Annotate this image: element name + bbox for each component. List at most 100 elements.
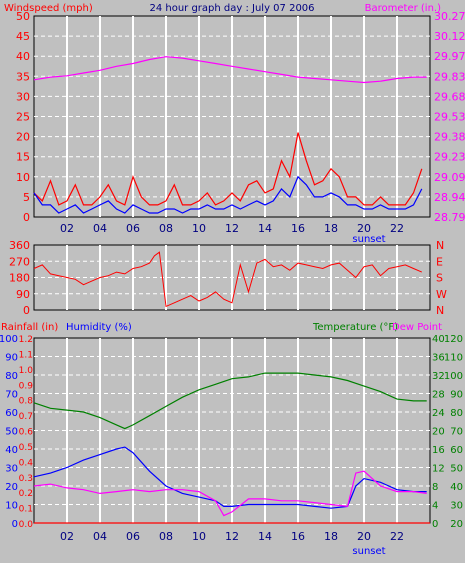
windspeed-tick-30: 30	[16, 90, 30, 103]
windspeed-tick-10: 10	[16, 171, 30, 184]
rain-tick-5: 0.5	[19, 443, 33, 453]
top-x-tick-20: 20	[357, 222, 371, 235]
top-x-tick-04: 04	[93, 222, 107, 235]
compass-tick-2: S	[436, 272, 443, 285]
windspeed-tick-25: 25	[16, 111, 30, 124]
compass-tick-3: E	[436, 255, 443, 268]
direction-panel-grid	[33, 244, 431, 311]
windspeed-tick-15: 15	[16, 151, 30, 164]
bottom-x-tick-06: 06	[126, 530, 140, 543]
temp-tick-a-8: 8	[432, 482, 438, 493]
barometer-tick-6: 29.68	[434, 90, 465, 103]
rain-tick-3: 0.3	[19, 474, 33, 484]
bottom-x-tick-18: 18	[324, 530, 338, 543]
direction-series-0-line	[33, 251, 422, 308]
temp-tick-b-30: 30	[450, 501, 463, 512]
humidity-tick-40: 40	[5, 445, 18, 456]
bottom-x-tick-22: 22	[390, 530, 404, 543]
rain-tick-9: 0.9	[19, 381, 34, 391]
top-x-tick-14: 14	[258, 222, 272, 235]
windspeed-tick-0: 0	[23, 211, 30, 224]
humidity-tick-0: 0	[12, 519, 18, 530]
rain-tick-1: 0.1	[19, 505, 33, 515]
humidity-tick-20: 20	[5, 482, 18, 493]
barometer-tick-1: 28.94	[434, 191, 465, 204]
direction-tick-360: 360	[9, 239, 30, 252]
barometer-tick-0: 28.79	[434, 211, 465, 224]
top-x-tick-12: 12	[225, 222, 239, 235]
temp-tick-a-28: 28	[432, 390, 445, 401]
rain-tick-11: 1.1	[19, 350, 33, 360]
humidity-tick-50: 50	[5, 427, 18, 438]
sunset-label-top: sunset	[352, 234, 385, 245]
temp-tick-b-110: 110	[444, 353, 463, 364]
humidity-tick-90: 90	[5, 353, 18, 364]
temp-tick-a-4: 4	[432, 501, 438, 512]
bottom-panel-axes: 01020304050607080901000.00.10.20.30.40.5…	[0, 334, 463, 543]
bottom-x-tick-08: 08	[159, 530, 173, 543]
bottom-x-tick-04: 04	[93, 530, 107, 543]
temp-tick-b-90: 90	[450, 390, 463, 401]
windspeed-axis-label: Windspeed (mph)	[4, 3, 93, 14]
barometer-tick-7: 29.83	[434, 70, 465, 83]
temp-tick-a-24: 24	[432, 408, 445, 419]
top-x-tick-08: 08	[159, 222, 173, 235]
rain-tick-10: 1.0	[19, 366, 34, 376]
compass-tick-0: N	[436, 304, 444, 317]
humidity-tick-100: 100	[0, 334, 18, 345]
top-panel-grid	[33, 15, 431, 218]
temp-tick-b-70: 70	[450, 427, 463, 438]
direction-panel-series	[33, 251, 422, 308]
top-panel-series	[33, 56, 427, 214]
barometer-tick-3: 29.23	[434, 151, 465, 164]
top-series-2-line	[33, 56, 427, 84]
bottom-series-2-line	[33, 470, 427, 517]
windspeed-tick-35: 35	[16, 70, 30, 83]
barometer-tick-5: 29.53	[434, 111, 465, 124]
chart-title: 24 hour graph day : July 07 2006	[149, 3, 314, 14]
top-x-tick-10: 10	[192, 222, 206, 235]
windspeed-tick-40: 40	[16, 50, 30, 63]
bottom-x-tick-14: 14	[258, 530, 272, 543]
top-x-tick-18: 18	[324, 222, 338, 235]
bottom-x-tick-16: 16	[291, 530, 305, 543]
direction-tick-270: 270	[9, 255, 30, 268]
humidity-tick-30: 30	[5, 464, 18, 475]
bottom-panel-grid	[33, 337, 431, 524]
rainfall-axis-label: Rainfall (in)	[1, 322, 58, 333]
direction-tick-90: 90	[16, 288, 30, 301]
humidity-tick-10: 10	[5, 501, 18, 512]
barometer-tick-9: 30.12	[434, 30, 465, 43]
humidity-tick-70: 70	[5, 390, 18, 401]
bottom-series-1-line	[33, 446, 427, 509]
temp-tick-b-20: 20	[450, 519, 463, 530]
top-series-0-line	[33, 132, 423, 206]
temp-tick-b-120: 120	[444, 334, 463, 345]
top-panel-axes: 0 5 10 15 20 25 30 35 40 45 50 28.79 28.94 29.09 29.23…	[16, 10, 465, 235]
temp-tick-b-50: 50	[450, 464, 463, 475]
rain-tick-12: 1.2	[19, 335, 33, 345]
dewpoint-axis-label: Dew Point	[392, 322, 442, 333]
rain-tick-7: 0.7	[19, 412, 33, 422]
temp-tick-a-12: 12	[432, 464, 445, 475]
rain-tick-6: 0.6	[19, 428, 34, 438]
direction-tick-0: 0	[23, 304, 30, 317]
rain-tick-2: 0.2	[19, 489, 33, 499]
bottom-x-tick-20: 20	[357, 530, 371, 543]
bottom-panel-series	[33, 372, 430, 524]
sunset-label-bottom: sunset	[352, 546, 385, 557]
rain-tick-0: 0.0	[19, 520, 34, 530]
humidity-tick-60: 60	[5, 408, 18, 419]
top-x-tick-16: 16	[291, 222, 305, 235]
top-x-tick-22: 22	[390, 222, 404, 235]
bottom-x-tick-10: 10	[192, 530, 206, 543]
windspeed-tick-20: 20	[16, 131, 30, 144]
barometer-tick-10: 30.27	[434, 10, 465, 23]
windspeed-tick-45: 45	[16, 30, 30, 43]
barometer-axis-label: Barometer (in.)	[365, 3, 441, 14]
temp-tick-b-60: 60	[450, 445, 463, 456]
top-series-1-line	[33, 175, 423, 214]
